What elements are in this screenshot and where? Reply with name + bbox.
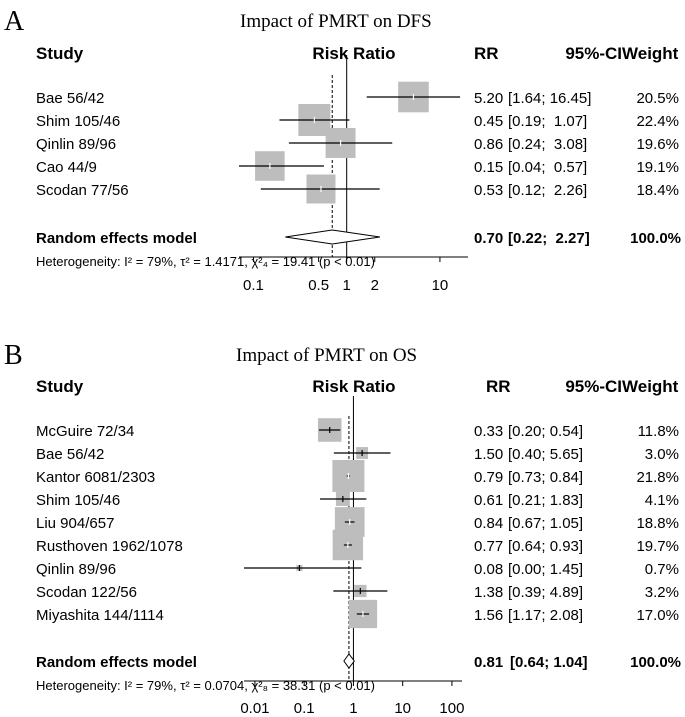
x-axis-tick-label: 10 bbox=[432, 277, 449, 294]
x-axis-tick-label: 10 bbox=[394, 700, 411, 717]
panel-a-ci-value: [0.24; 3.08] bbox=[508, 136, 587, 153]
panel-a-ci-value: [0.04; 0.57] bbox=[508, 159, 587, 176]
panel-a-header-rr: RR bbox=[474, 44, 499, 63]
panel-b-header-study: Study bbox=[36, 377, 84, 396]
panel-b-weight-value: 0.7% bbox=[645, 561, 679, 578]
panel-b-heterogeneity: Heterogeneity: I² = 79%, τ² = 0.0704, χ²… bbox=[36, 678, 375, 693]
panel-a-rr-value: 5.20 bbox=[474, 90, 503, 107]
panel-b-weight-value: 3.0% bbox=[645, 446, 679, 463]
panel-b-ci-value: [0.20; 0.54] bbox=[508, 423, 583, 440]
panel-b-rr-value: 0.33 bbox=[474, 423, 503, 440]
panel-a-rr-value: 0.53 bbox=[474, 182, 503, 199]
panel-b-rr-value: 0.79 bbox=[474, 469, 503, 486]
panel-a-title: Impact of PMRT on DFS bbox=[240, 11, 432, 32]
panel-a-weight-value: 22.4% bbox=[636, 113, 679, 130]
panel-a-rr-value: 0.86 bbox=[474, 136, 503, 153]
panel-a-study-label: Shim 105/46 bbox=[36, 113, 120, 130]
panel-b-study-label: Bae 56/42 bbox=[36, 446, 104, 463]
panel-b-rr-value: 0.08 bbox=[474, 561, 503, 578]
panel-b-header-plot: Risk Ratio bbox=[312, 377, 395, 396]
panel-a-letter: A bbox=[4, 6, 25, 37]
panel-a: A Impact of PMRT on DFS Study Risk Ratio… bbox=[4, 6, 681, 294]
panel-a-header-study: Study bbox=[36, 44, 84, 63]
x-axis-tick-label: 0.1 bbox=[243, 277, 264, 294]
panel-b-ci-value: [0.64; 0.93] bbox=[508, 538, 583, 555]
panel-b-ci-value: [0.21; 1.83] bbox=[508, 492, 583, 509]
panel-b-study-label: Miyashita 144/1114 bbox=[36, 607, 164, 624]
panel-b-rr-value: 0.84 bbox=[474, 515, 503, 532]
x-axis-tick-label: 2 bbox=[371, 277, 379, 294]
panel-a-study-label: Bae 56/42 bbox=[36, 90, 104, 107]
panel-b-weight-value: 21.8% bbox=[636, 469, 679, 486]
panel-b-rr-value: 1.50 bbox=[474, 446, 503, 463]
panel-a-weight-value: 19.6% bbox=[636, 136, 679, 153]
panel-b-study-label: Kantor 6081/2303 bbox=[36, 469, 155, 486]
panel-a-pooled-rr: 0.70 bbox=[474, 230, 503, 247]
panel-b-ci-value: [1.17; 2.08] bbox=[508, 607, 583, 624]
panel-b-study-label: Shim 105/46 bbox=[36, 492, 120, 509]
panel-b-title: Impact of PMRT on OS bbox=[236, 345, 417, 366]
x-axis-tick-label: 1 bbox=[349, 700, 357, 717]
panel-a-pooled-weight: 100.0% bbox=[630, 230, 681, 247]
panel-b: B Impact of PMRT on OS Study Risk Ratio … bbox=[4, 340, 681, 717]
panel-b-header-rr: RR bbox=[486, 377, 511, 396]
panel-b-pooled-label: Random effects model bbox=[36, 654, 197, 671]
panel-a-rr-value: 0.15 bbox=[474, 159, 503, 176]
panel-b-header-weight: Weight bbox=[622, 377, 679, 396]
panel-b-study-label: Rusthoven 1962/1078 bbox=[36, 538, 183, 555]
panel-b-weight-value: 17.0% bbox=[636, 607, 679, 624]
panel-b-weight-value: 11.8% bbox=[638, 423, 679, 440]
panel-a-header-ci: 95%-CI bbox=[565, 44, 622, 63]
panel-a-ci-value: [0.19; 1.07] bbox=[508, 113, 587, 130]
panel-a-header-weight: Weight bbox=[622, 44, 679, 63]
panel-a-weight-value: 19.1% bbox=[636, 159, 679, 176]
panel-b-rr-value: 1.56 bbox=[474, 607, 503, 624]
panel-b-letter: B bbox=[4, 340, 23, 371]
panel-b-pooled-ci: [0.64; 1.04] bbox=[510, 654, 588, 671]
panel-b-ci-value: [0.67; 1.05] bbox=[508, 515, 583, 532]
x-axis-tick-label: 0.5 bbox=[308, 277, 329, 294]
panel-b-weight-value: 18.8% bbox=[636, 515, 679, 532]
panel-b-pooled-weight: 100.0% bbox=[630, 654, 681, 671]
panel-b-weight-value: 4.1% bbox=[645, 492, 679, 509]
panel-b-pooled-rr: 0.81 bbox=[474, 654, 503, 671]
pooled-effect-diamond bbox=[285, 229, 380, 245]
x-axis-tick-label: 1 bbox=[343, 277, 351, 294]
panel-b-rr-value: 0.61 bbox=[474, 492, 503, 509]
panel-a-study-label: Scodan 77/56 bbox=[36, 182, 129, 199]
panel-b-plot-area: 0.01 0.1 1 10 100 bbox=[240, 396, 464, 717]
panel-a-heterogeneity: Heterogeneity: I² = 79%, τ² = 1.4171, χ²… bbox=[36, 254, 375, 269]
panel-b-rr-value: 1.38 bbox=[474, 584, 503, 601]
panel-b-ci-value: [0.73; 0.84] bbox=[508, 469, 583, 486]
panel-b-weight-value: 3.2% bbox=[645, 584, 679, 601]
panel-b-weight-value: 19.7% bbox=[636, 538, 679, 555]
panel-a-ci-value: [1.64; 16.45] bbox=[508, 90, 591, 107]
panel-a-study-label: Cao 44/9 bbox=[36, 159, 97, 176]
panel-b-header-ci: 95%-CI bbox=[565, 377, 622, 396]
panel-b-study-label: McGuire 72/34 bbox=[36, 423, 134, 440]
panel-b-rr-value: 0.77 bbox=[474, 538, 503, 555]
panel-b-study-label: Qinlin 89/96 bbox=[36, 561, 116, 578]
panel-a-weight-value: 20.5% bbox=[636, 90, 679, 107]
panel-a-rr-value: 0.45 bbox=[474, 113, 503, 130]
panel-b-study-label: Liu 904/657 bbox=[36, 515, 114, 532]
x-axis-tick-label: 0.01 bbox=[240, 700, 269, 717]
panel-a-plot-area: 0.1 0.5 1 2 10 bbox=[239, 55, 468, 294]
panel-b-ci-value: [0.39; 4.89] bbox=[508, 584, 583, 601]
panel-b-ci-value: [0.00; 1.45] bbox=[508, 561, 583, 578]
panel-b-ci-value: [0.40; 5.65] bbox=[508, 446, 583, 463]
pooled-effect-diamond bbox=[343, 653, 355, 669]
panel-b-study-label: Scodan 122/56 bbox=[36, 584, 137, 601]
panel-a-header-plot: Risk Ratio bbox=[312, 44, 395, 63]
panel-a-pooled-label: Random effects model bbox=[36, 230, 197, 247]
panel-a-study-label: Qinlin 89/96 bbox=[36, 136, 116, 153]
x-axis-tick-label: 0.1 bbox=[294, 700, 315, 717]
panel-a-pooled-ci: [0.22; 2.27] bbox=[508, 230, 590, 247]
panel-a-weight-value: 18.4% bbox=[636, 182, 679, 199]
x-axis-tick-label: 100 bbox=[439, 700, 464, 717]
panel-a-ci-value: [0.12; 2.26] bbox=[508, 182, 587, 199]
